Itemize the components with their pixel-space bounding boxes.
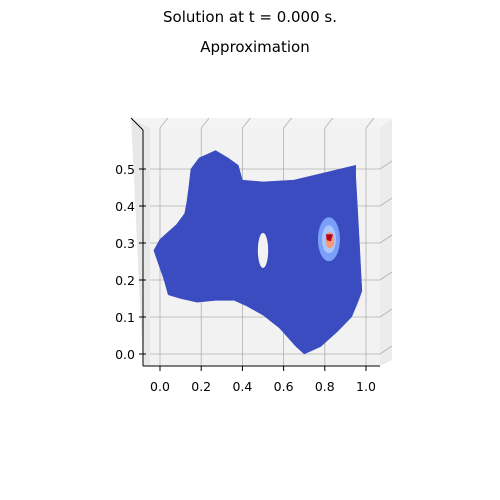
- grid-line-x-top: [159, 117, 169, 129]
- x-tick-label: 0.6: [274, 379, 294, 394]
- y-tick-label: 0.1: [115, 310, 135, 325]
- y-tick-label: 0.3: [115, 236, 135, 251]
- axis-lines: [130, 117, 380, 371]
- grid-line-y-right: [379, 308, 393, 318]
- back-pane-top: [131, 118, 392, 128]
- grid-line-x-top: [365, 117, 375, 129]
- grid-line-x-top: [283, 117, 292, 129]
- y-tick-label: 0.0: [115, 347, 135, 362]
- x-tick-label: 0.4: [232, 379, 252, 394]
- right-pane: [380, 118, 392, 366]
- x-tick-label: 0.0: [150, 379, 170, 394]
- hotspot-peak: [325, 234, 333, 242]
- grid-line-x-top: [200, 117, 210, 129]
- x-tick-label: 0.2: [191, 379, 211, 394]
- surface-domain: [153, 150, 363, 355]
- grid-line-x-top: [242, 117, 251, 129]
- grid-line-y-right: [379, 197, 393, 207]
- figure-suptitle: Solution at t = 0.000 s.: [163, 8, 337, 26]
- grid-line-y-right: [379, 234, 393, 244]
- grid-line-y-right: [379, 271, 393, 281]
- y-tick-label: 0.2: [115, 273, 135, 288]
- left-pane: [131, 118, 150, 366]
- x-tick-label: 0.8: [315, 379, 335, 394]
- y-axis-corner: [130, 117, 144, 131]
- x-tick-label: 1.0: [356, 379, 376, 394]
- tick-labels: 0.0 0.2 0.4 0.6 0.8 1.0 0.0 0.1 0.2 0.3 0.4 0.5: [115, 162, 376, 394]
- grid-line-x-top: [324, 117, 334, 129]
- grid-line-y-right: [379, 160, 393, 170]
- axes-title: Approximation: [200, 38, 310, 56]
- surface-layer: [153, 150, 363, 355]
- y-tick-label: 0.5: [115, 162, 135, 177]
- grid-line-y-right: [379, 345, 393, 355]
- y-tick-label: 0.4: [115, 199, 135, 214]
- domain-hole: [257, 232, 269, 268]
